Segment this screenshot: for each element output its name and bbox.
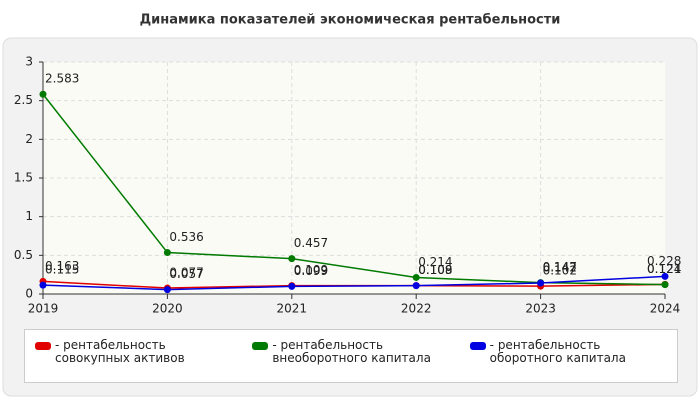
legend: - рентабельность совокупных активов - рен… [24,329,678,383]
value-label: 0.228 [647,254,681,268]
value-label: 0.077 [169,266,203,280]
legend-swatch [252,342,269,350]
value-label: 0.163 [45,259,79,273]
value-label: 2.583 [45,72,79,86]
point [661,281,669,289]
point [288,282,296,290]
legend-dash: - [272,338,281,352]
y-tick-label: 2 [25,132,33,146]
x-tick-label: 2021 [277,302,308,316]
value-label: 0.536 [169,230,203,244]
x-tick-label: 2024 [650,302,681,316]
series-line [42,275,666,291]
point [412,282,420,290]
x-tick-label: 2020 [152,302,183,316]
value-label: 0.124 [647,262,681,276]
legend-label: рентабельность оборотного капитала [489,338,626,365]
value-label: 0.099 [294,264,328,278]
x-tick-label: 2022 [401,302,432,316]
legend-dash: - [55,338,64,352]
legend-label: рентабельность внеоборотного капитала [272,338,431,365]
value-label: 0.102 [543,264,577,278]
legend-swatch [35,342,51,350]
y-tick-label: 1.5 [14,171,33,185]
legend-item: - рентабельность оборотного капитала [460,330,677,382]
point [537,279,545,287]
point [163,286,171,294]
point [39,281,47,289]
x-tick-label: 2023 [525,302,556,316]
value-label: 0.142 [543,261,577,275]
value-label: 0.109 [418,263,452,277]
point [39,90,47,98]
legend-item: - рентабельность внеоборотного капитала [242,330,459,382]
value-label: 0.109 [294,263,328,277]
y-tick-label: 1 [25,209,33,223]
y-tick-label: 0.5 [14,248,33,262]
value-label: 0.057 [169,267,203,281]
point [412,273,420,281]
value-label: 0.121 [647,262,681,276]
chart-title: Динамика показателей экономическая рента… [140,13,561,28]
legend-dash: - [489,338,498,352]
value-label: 0.115 [45,263,79,277]
value-label: 0.147 [543,260,577,274]
y-tick-label: 0 [25,287,33,301]
legend-item: - рентабельность совокупных активов [25,330,242,382]
value-label: 0.214 [418,255,452,269]
point [661,272,669,280]
x-tick-label: 2019 [28,302,59,316]
value-label: 0.457 [294,236,328,250]
y-tick-label: 3 [25,55,33,69]
legend-swatch [469,342,486,350]
point [288,255,296,263]
legend-label: рентабельность совокупных активов [55,338,185,365]
series-line [42,93,666,286]
y-tick-label: 2.5 [14,93,33,107]
value-label: 0.108 [418,263,452,277]
point [163,249,171,257]
